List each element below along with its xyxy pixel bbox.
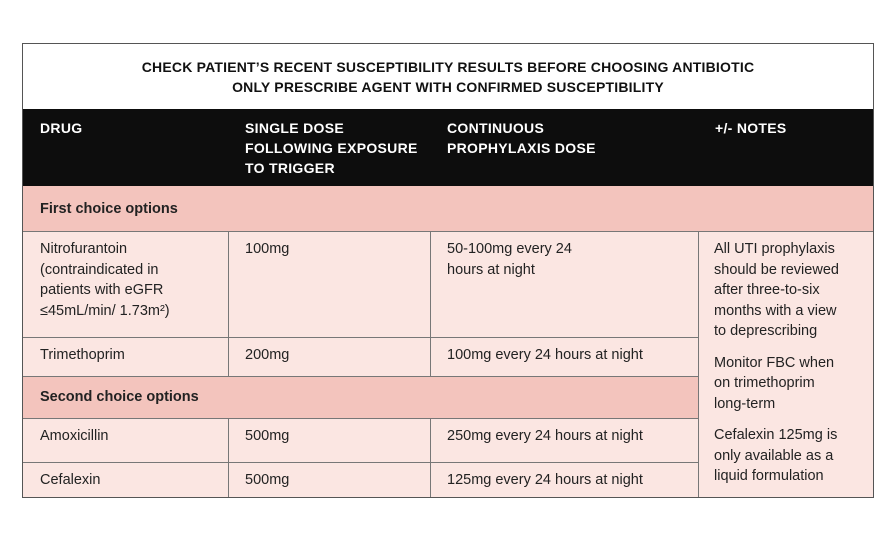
note-line: after three-to-six xyxy=(714,282,820,298)
drug-note-line: patients with eGFR xyxy=(40,282,164,298)
cell-drug-cefalexin: Cefalexin xyxy=(23,462,228,497)
warning-banner: CHECK PATIENT’S RECENT SUSCEPTIBILITY RE… xyxy=(23,44,873,109)
header-continuous-dose: CONTINUOUS PROPHYLAXIS DOSE xyxy=(447,118,596,158)
cell-single-nitrofurantoin: 100mg xyxy=(228,231,430,337)
cell-single-amoxicillin: 500mg xyxy=(228,418,430,462)
divider xyxy=(430,231,431,376)
section-first-choice: First choice options xyxy=(23,186,873,231)
header-single-dose-line-2: FOLLOWING EXPOSURE xyxy=(245,140,418,156)
cell-single-trimethoprim: 200mg xyxy=(228,337,430,376)
drug-note-line: ≤45mL/min/ 1.73m²) xyxy=(40,302,170,319)
section-second-choice: Second choice options xyxy=(23,376,698,418)
note-line: should be reviewed xyxy=(714,261,839,278)
cell-continuous-trimethoprim: 100mg every 24 hours at night xyxy=(430,337,698,376)
cell-single-cefalexin: 500mg xyxy=(228,462,430,497)
note-line: All UTI prophylaxis xyxy=(714,241,835,257)
note-line: only available as a xyxy=(714,447,834,464)
table-header: DRUG SINGLE DOSE FOLLOWING EXPOSURE TO T… xyxy=(23,109,873,186)
cell-continuous-nitrofurantoin: 50-100mg every 24 hours at night xyxy=(430,231,698,337)
divider xyxy=(23,337,698,338)
cell-drug-trimethoprim: Trimethoprim xyxy=(23,337,228,376)
cell-drug-amoxicillin: Amoxicillin xyxy=(23,418,228,462)
note-line: Monitor FBC when xyxy=(714,354,835,371)
divider xyxy=(430,418,431,497)
banner-line-1: CHECK PATIENT’S RECENT SUSCEPTIBILITY RE… xyxy=(141,58,755,75)
drug-note-line: (contraindicated in xyxy=(40,261,159,278)
note-line: on trimethoprim xyxy=(714,375,815,391)
continuous-line: 50-100mg every 24 xyxy=(447,241,572,257)
note-line: Cefalexin 125mg is xyxy=(714,427,838,443)
cell-continuous-cefalexin: 125mg every 24 hours at night xyxy=(430,462,698,497)
note-line: liquid formulation xyxy=(714,468,824,484)
header-continuous-line-2: PROPHYLAXIS DOSE xyxy=(447,140,596,156)
header-notes: +/- NOTES xyxy=(715,120,787,136)
divider xyxy=(228,418,229,497)
note-line: long-term xyxy=(714,395,776,412)
header-single-dose: SINGLE DOSE FOLLOWING EXPOSURE TO TRIGGE… xyxy=(245,118,418,178)
drug-name: Nitrofurantoin xyxy=(40,241,128,257)
divider xyxy=(228,231,229,376)
header-drug: DRUG xyxy=(40,120,83,136)
divider xyxy=(698,231,699,497)
header-single-dose-line-1: SINGLE DOSE xyxy=(245,120,344,136)
note-cefalexin: Cefalexin 125mg is only available as a l… xyxy=(714,425,867,487)
cell-drug-nitrofurantoin: Nitrofurantoin (contraindicated in patie… xyxy=(23,231,228,337)
cell-continuous-amoxicillin: 250mg every 24 hours at night xyxy=(430,418,698,462)
header-continuous-line-1: CONTINUOUS xyxy=(447,120,545,136)
divider xyxy=(23,418,698,419)
notes-column: All UTI prophylaxis should be reviewed a… xyxy=(698,231,873,497)
divider xyxy=(23,462,698,463)
banner-line-2: ONLY PRESCRIBE AGENT WITH CONFIRMED SUSC… xyxy=(232,78,664,95)
divider xyxy=(23,376,698,377)
header-single-dose-line-3: TO TRIGGER xyxy=(245,160,335,176)
continuous-line: hours at night xyxy=(447,261,535,278)
antibiotic-table: CHECK PATIENT’S RECENT SUSCEPTIBILITY RE… xyxy=(22,43,874,498)
note-monitor-fbc: Monitor FBC when on trimethoprim long-te… xyxy=(714,353,867,415)
note-review: All UTI prophylaxis should be reviewed a… xyxy=(714,239,867,342)
note-line: to deprescribing xyxy=(714,323,818,339)
divider xyxy=(23,231,873,232)
note-line: months with a view xyxy=(714,302,837,319)
